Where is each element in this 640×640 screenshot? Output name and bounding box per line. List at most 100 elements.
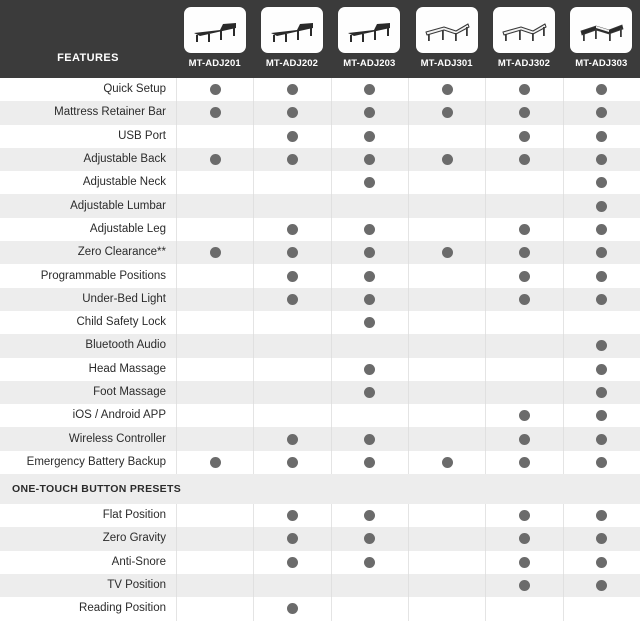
feature-cell-mt-adj203 [330,101,408,125]
feature-value-cells [176,334,640,358]
feature-value-cells [176,597,640,621]
feature-cell-mt-adj203 [330,78,408,102]
feature-cell-mt-adj202 [253,404,330,428]
feature-cell-mt-adj303 [562,101,640,125]
table-row: Adjustable Lumbar [0,194,640,218]
table-row: TV Position [0,573,640,598]
feature-included-dot-icon [441,456,453,468]
feature-cell-mt-adj301 [407,124,485,148]
feature-included-dot-icon [518,154,530,166]
feature-cell-mt-adj201 [176,550,253,574]
feature-cell-mt-adj302 [485,550,562,574]
feature-cell-mt-adj203 [330,597,408,621]
feature-name-cell: USB Port [0,125,176,148]
feature-included-dot-icon [596,270,608,282]
feature-included-dot-icon [209,84,221,96]
feature-included-dot-icon [209,154,221,166]
feature-included-dot-icon [286,293,298,305]
feature-included-dot-icon [518,410,530,422]
product-column-mt-adj302[interactable]: MT-ADJ302 [485,0,562,78]
product-column-mt-adj201[interactable]: MT-ADJ201 [176,0,253,78]
feature-label: Zero Gravity [102,532,166,545]
feature-name-cell: Flat Position [0,504,176,527]
feature-value-cells [176,450,640,475]
feature-cell-mt-adj202 [253,241,330,265]
feature-cell-mt-adj301 [407,241,485,265]
feature-cell-mt-adj202 [253,504,330,528]
feature-included-dot-icon [209,107,221,119]
feature-cell-mt-adj302 [485,597,562,621]
feature-cell-mt-adj303 [562,78,640,102]
feature-name-cell: Programmable Positions [0,264,176,287]
feature-value-cells [176,147,640,172]
product-code-label: MT-ADJ202 [265,58,319,69]
product-column-mt-adj203[interactable]: MT-ADJ203 [331,0,408,78]
feature-included-dot-icon [518,580,530,592]
feature-label: Child Safety Lock [76,316,167,329]
feature-cell-mt-adj302 [485,124,562,148]
product-code-label: MT-ADJ302 [497,58,551,69]
product-code-label: MT-ADJ301 [420,58,473,69]
feature-included-dot-icon [209,456,221,468]
features-column-header: FEATURES [0,0,176,78]
feature-cell-mt-adj303 [562,427,640,451]
feature-value-cells [176,357,640,381]
feature-included-dot-icon [364,456,376,468]
feature-cell-mt-adj202 [253,334,330,358]
feature-included-dot-icon [364,363,376,375]
feature-included-dot-icon [596,556,608,568]
feature-cell-mt-adj301 [407,264,485,288]
feature-included-dot-icon [364,293,376,305]
feature-label: USB Port [118,129,166,142]
feature-included-dot-icon [596,456,608,468]
section-label-wrap: ONE-TOUCH BUTTON PRESETS [0,483,181,495]
feature-label: Head Massage [88,362,166,375]
product-column-mt-adj202[interactable]: MT-ADJ202 [253,0,330,78]
table-row: Emergency Battery Backup [0,450,640,475]
feature-cell-mt-adj203 [330,334,408,358]
feature-label: Adjustable Lumbar [70,199,166,212]
feature-included-dot-icon [209,247,221,259]
product-column-mt-adj303[interactable]: MT-ADJ303 [563,0,640,78]
feature-cell-mt-adj203 [330,380,408,405]
feature-included-dot-icon [364,130,376,142]
feature-cell-mt-adj202 [253,217,330,242]
feature-cell-mt-adj301 [407,527,485,551]
feature-cell-mt-adj201 [176,504,253,528]
feature-cell-mt-adj202 [253,357,330,381]
feature-cell-mt-adj202 [253,573,330,598]
feature-cell-mt-adj201 [176,527,253,551]
feature-included-dot-icon [518,130,530,142]
product-column-mt-adj301[interactable]: MT-ADJ301 [408,0,485,78]
feature-value-cells [176,287,640,311]
feature-cell-mt-adj303 [562,287,640,311]
feature-included-dot-icon [441,154,453,166]
feature-cell-mt-adj202 [253,101,330,125]
feature-name-cell: Reading Position [0,597,176,620]
feature-cell-mt-adj302 [485,334,562,358]
feature-name-cell: Adjustable Lumbar [0,194,176,217]
feature-cell-mt-adj303 [562,380,640,405]
feature-label: Adjustable Back [83,153,166,166]
feature-name-cell: Anti-Snore [0,551,176,574]
table-row: Quick Setup [0,78,640,102]
feature-label: Emergency Battery Backup [26,455,166,468]
feature-cell-mt-adj202 [253,550,330,574]
feature-included-dot-icon [596,130,608,142]
product-code-label: MT-ADJ201 [188,58,241,69]
feature-name-cell: Head Massage [0,358,176,381]
feature-included-dot-icon [596,433,608,445]
feature-included-dot-icon [596,84,608,96]
table-row: Mattress Retainer Bar [0,101,640,125]
feature-value-cells [176,310,640,335]
feature-value-cells [176,527,640,551]
feature-cell-mt-adj201 [176,241,253,265]
table-row: Child Safety Lock [0,310,640,335]
feature-cell-mt-adj203 [330,357,408,381]
feature-label: iOS / Android APP [72,409,166,422]
feature-cell-mt-adj303 [562,217,640,242]
feature-cell-mt-adj203 [330,573,408,598]
feature-name-cell: Foot Massage [0,381,176,404]
feature-included-dot-icon [286,603,298,615]
